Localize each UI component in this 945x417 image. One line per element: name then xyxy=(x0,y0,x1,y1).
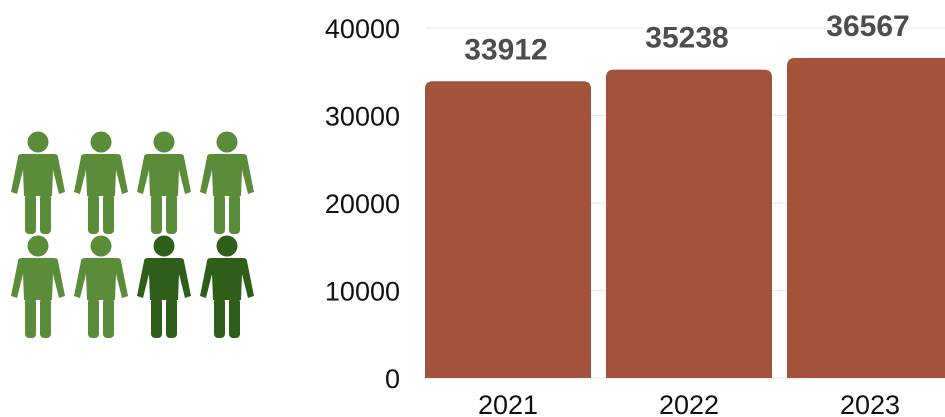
y-tick-label: 30000 xyxy=(325,102,400,132)
person-icon xyxy=(11,131,65,234)
data-label: 33912 xyxy=(464,33,547,66)
bars xyxy=(425,58,945,379)
bar-2022 xyxy=(606,69,772,378)
bar-2023 xyxy=(787,58,945,378)
y-tick-label: 0 xyxy=(385,364,400,394)
people-pictogram xyxy=(11,131,254,338)
person-icon xyxy=(200,131,254,234)
person-icon xyxy=(137,235,191,338)
data-label: 35238 xyxy=(645,22,728,55)
person-icon xyxy=(11,235,65,338)
y-tick-label: 20000 xyxy=(325,189,400,219)
y-axis-ticks: 0 10000 20000 30000 40000 xyxy=(325,14,400,394)
person-icon xyxy=(200,235,254,338)
bar-2021 xyxy=(425,81,591,379)
data-labels: 33912 35238 36567 xyxy=(464,10,909,66)
person-icon xyxy=(74,131,128,234)
data-label: 36567 xyxy=(826,10,909,43)
x-tick-label: 2023 xyxy=(840,390,900,417)
y-tick-label: 10000 xyxy=(325,277,400,307)
x-tick-label: 2021 xyxy=(478,390,538,417)
x-axis-labels: 2021 2022 2023 xyxy=(478,390,900,417)
y-tick-label: 40000 xyxy=(325,14,400,44)
person-icon xyxy=(74,235,128,338)
x-tick-label: 2022 xyxy=(659,390,719,417)
person-icon xyxy=(137,131,191,234)
